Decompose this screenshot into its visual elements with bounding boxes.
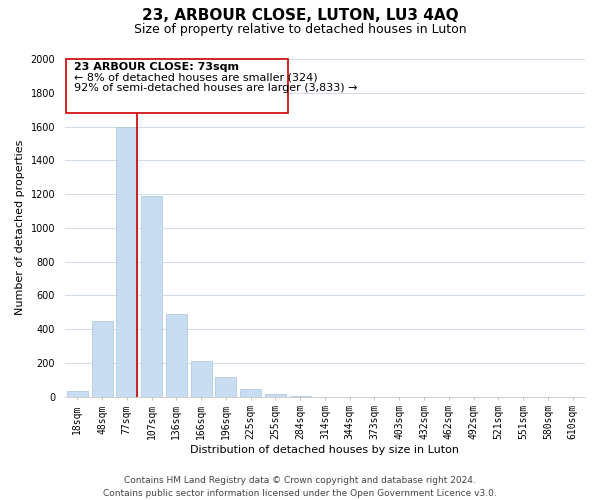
- Text: 23 ARBOUR CLOSE: 73sqm: 23 ARBOUR CLOSE: 73sqm: [74, 62, 239, 72]
- Text: 92% of semi-detached houses are larger (3,833) →: 92% of semi-detached houses are larger (…: [74, 82, 357, 92]
- Y-axis label: Number of detached properties: Number of detached properties: [15, 140, 25, 316]
- Bar: [215, 377, 236, 396]
- FancyBboxPatch shape: [66, 59, 288, 113]
- Bar: [166, 314, 187, 396]
- Bar: [67, 390, 88, 396]
- Bar: [141, 196, 162, 396]
- Text: 23, ARBOUR CLOSE, LUTON, LU3 4AQ: 23, ARBOUR CLOSE, LUTON, LU3 4AQ: [142, 8, 458, 22]
- Bar: [92, 320, 113, 396]
- Bar: [240, 389, 261, 396]
- Text: Size of property relative to detached houses in Luton: Size of property relative to detached ho…: [134, 22, 466, 36]
- Bar: [265, 394, 286, 396]
- Bar: [116, 126, 137, 396]
- Text: Contains HM Land Registry data © Crown copyright and database right 2024.
Contai: Contains HM Land Registry data © Crown c…: [103, 476, 497, 498]
- Text: ← 8% of detached houses are smaller (324): ← 8% of detached houses are smaller (324…: [74, 72, 317, 83]
- X-axis label: Distribution of detached houses by size in Luton: Distribution of detached houses by size …: [190, 445, 460, 455]
- Bar: [191, 361, 212, 396]
